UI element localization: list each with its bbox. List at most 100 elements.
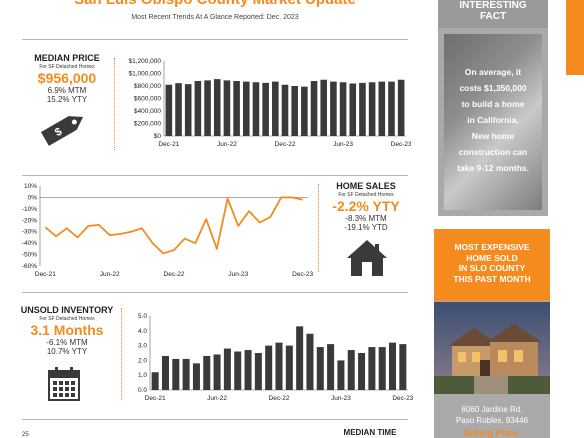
address-line1: 6060 Jardine Rd. bbox=[461, 405, 523, 414]
svg-text:$: $ bbox=[53, 126, 64, 139]
accent-strip bbox=[566, 0, 584, 75]
bar bbox=[310, 81, 318, 136]
house-photo bbox=[434, 302, 550, 394]
partial-axis-value: 25 bbox=[22, 432, 29, 438]
median-price-chart: $0 $200,000 $400,000 $600,000 $800,000 $1,000… bbox=[128, 58, 411, 148]
y-tick-label: 0% bbox=[28, 194, 38, 201]
median-price-panel: MEDIAN PRICE For SF Detached Homes $956,… bbox=[24, 53, 110, 104]
bar bbox=[358, 353, 366, 390]
median-price-mtm: 6.9% MTM bbox=[47, 86, 87, 95]
bar bbox=[213, 79, 221, 136]
bar bbox=[327, 344, 335, 390]
unsold-inventory-mtm: -6.1% MTM bbox=[46, 338, 88, 347]
page-subtitle: Most Recent Trends At A Glance Reported:… bbox=[131, 14, 299, 21]
calendar-icon bbox=[48, 367, 80, 401]
fact-line: construction can bbox=[458, 147, 528, 157]
fact-heading-line1: INTERESTING bbox=[459, 0, 527, 11]
unsold-inventory-value: 3.1 Months bbox=[30, 322, 104, 338]
y-tick-label: -30% bbox=[22, 229, 37, 236]
section-divider bbox=[22, 292, 408, 293]
home-sales-ytd: -19.1% YTD bbox=[344, 223, 388, 232]
section-divider bbox=[22, 175, 408, 176]
bar bbox=[265, 345, 273, 390]
bar bbox=[316, 347, 324, 390]
bar bbox=[242, 81, 250, 136]
x-tick-label: Jun-23 bbox=[228, 271, 248, 278]
median-price-subheading: For SF Detached Homes bbox=[39, 64, 95, 70]
median-price-ytd: 15.2% YTY bbox=[46, 95, 88, 104]
y-tick-label: -20% bbox=[22, 217, 37, 224]
unsold-inventory-heading: UNSOLD INVENTORY bbox=[20, 305, 114, 315]
home-sales-mtm: -8.3% MTM bbox=[345, 214, 387, 223]
y-tick-label: $400,000 bbox=[134, 108, 161, 115]
bar bbox=[368, 347, 376, 390]
bar bbox=[337, 360, 345, 390]
home-sales-chart: -60% -50% -40% -30% -20% -10% 0% 10% Dec-21 Jun-2… bbox=[22, 183, 314, 278]
bar bbox=[151, 372, 159, 390]
x-tick-label: Dec-21 bbox=[158, 141, 179, 148]
house-icon bbox=[347, 240, 387, 276]
bar bbox=[192, 363, 200, 390]
bar bbox=[306, 333, 314, 390]
bar bbox=[272, 81, 279, 136]
x-tick-label: Jun-22 bbox=[100, 271, 120, 278]
series-line bbox=[44, 196, 303, 255]
bar bbox=[204, 80, 211, 136]
price-tag-icon: $ bbox=[40, 116, 84, 146]
bar bbox=[349, 83, 357, 136]
interesting-fact-header: INTERESTING FACT bbox=[438, 0, 548, 28]
bar bbox=[399, 344, 407, 390]
x-tick-label: Jun-23 bbox=[331, 395, 351, 402]
bar bbox=[359, 82, 366, 136]
y-tick-label: 5.0 bbox=[138, 313, 147, 320]
bar bbox=[339, 82, 347, 136]
bar bbox=[234, 351, 242, 390]
y-tick-label: $800,000 bbox=[134, 83, 161, 90]
bar bbox=[203, 355, 211, 390]
median-price-heading: MEDIAN PRICE bbox=[34, 53, 100, 63]
x-tick-label: Dec-22 bbox=[275, 141, 296, 148]
home-sales-value: -2.2% YTY bbox=[332, 198, 400, 214]
y-tick-label: $1,000,000 bbox=[128, 71, 161, 78]
dotted-divider bbox=[121, 308, 122, 400]
bar bbox=[223, 80, 231, 136]
y-tick-label: 4.0 bbox=[138, 328, 147, 335]
y-tick-label: -40% bbox=[22, 240, 37, 247]
bar bbox=[184, 84, 192, 136]
expensive-heading-line: HOME SOLD bbox=[466, 252, 518, 263]
x-tick-label: Dec-23 bbox=[292, 271, 313, 278]
bar bbox=[182, 358, 190, 390]
fact-line: to build a home bbox=[461, 99, 525, 109]
bar bbox=[223, 348, 231, 390]
home-sales-heading: HOME SALES bbox=[336, 181, 396, 191]
y-tick-label: 1.0 bbox=[138, 372, 147, 379]
median-time-heading: MEDIAN TIME bbox=[343, 428, 397, 437]
bar bbox=[389, 342, 397, 390]
x-tick-label: Dec-23 bbox=[392, 395, 413, 402]
bar bbox=[194, 81, 202, 136]
x-tick-label: Dec-23 bbox=[391, 141, 411, 148]
bar bbox=[244, 350, 252, 390]
bar bbox=[296, 326, 304, 390]
bar bbox=[378, 81, 386, 136]
y-tick-label: $200,000 bbox=[134, 121, 161, 128]
y-tick-label: 3.0 bbox=[138, 343, 147, 350]
bar bbox=[388, 81, 395, 136]
unsold-inventory-subheading: For SF Detached Homes bbox=[39, 316, 95, 322]
bar bbox=[291, 86, 298, 136]
section-divider bbox=[22, 39, 408, 40]
unsold-inventory-ytd: 10.7% YTY bbox=[46, 347, 88, 356]
y-tick-label: -50% bbox=[22, 252, 37, 259]
x-tick-label: Jun-22 bbox=[217, 141, 237, 148]
fact-line: New home bbox=[471, 131, 515, 141]
expensive-heading-line: IN SLO COUNTY bbox=[458, 263, 526, 273]
home-sales-panel: HOME SALES For SF Detached Homes -2.2% Y… bbox=[322, 181, 410, 232]
bar bbox=[301, 86, 308, 136]
bar bbox=[368, 82, 376, 136]
expensive-heading-line: MOST EXPENSIVE bbox=[454, 242, 530, 252]
x-tick-label: Dec-22 bbox=[269, 395, 290, 402]
bar bbox=[161, 355, 169, 390]
x-tick-label: Dec-22 bbox=[164, 271, 185, 278]
expensive-heading-line: THIS PAST MONTH bbox=[453, 273, 531, 284]
bar bbox=[165, 84, 173, 136]
